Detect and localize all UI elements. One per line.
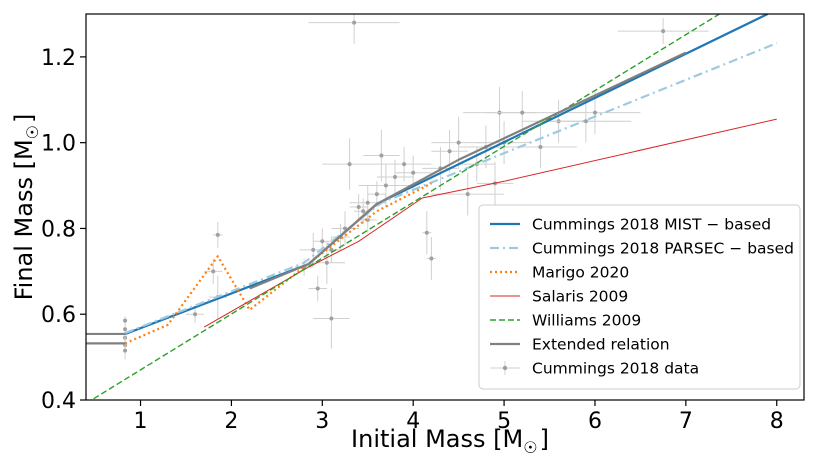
x-tick-label: 6 (588, 409, 602, 434)
data-marker (411, 170, 416, 175)
x-tick-label: 1 (134, 409, 148, 434)
legend-entry: Cummings 2018 MIST − based (490, 216, 771, 234)
data-point (540, 99, 632, 143)
data-marker (123, 348, 128, 353)
data-marker (383, 183, 388, 188)
legend-label: Williams 2009 (532, 312, 641, 330)
data-point (426, 237, 436, 280)
legend-entry: Cummings 2018 data (490, 360, 699, 378)
legend-swatch-marker (502, 365, 508, 371)
data-marker (123, 327, 128, 332)
y-axis-label: Final Mass [M☉] (10, 114, 42, 301)
x-tick-label: 7 (679, 409, 693, 434)
x-tick-label: 5 (497, 409, 511, 434)
data-marker (456, 140, 461, 145)
data-point (308, 275, 327, 302)
data-marker (329, 247, 334, 252)
x-axis-label-close: ] (540, 425, 549, 453)
data-point (322, 138, 377, 190)
data-marker (347, 162, 352, 167)
x-tick-label: 8 (770, 409, 784, 434)
x-tick-label: 4 (406, 409, 420, 434)
data-point (376, 159, 414, 195)
data-marker (424, 230, 429, 235)
data-marker (324, 260, 329, 265)
legend-label: Cummings 2018 PARSEC − based (532, 240, 794, 258)
legend-box (478, 204, 801, 390)
data-marker (361, 209, 366, 214)
legend-label: Salaris 2009 (532, 288, 628, 306)
data-marker (211, 269, 216, 274)
data-marker (661, 29, 666, 34)
data-point (204, 258, 223, 285)
y-tick-label: 1.2 (41, 46, 76, 71)
legend-entry: Extended relation (490, 336, 670, 354)
data-point (376, 146, 432, 182)
data-marker (538, 144, 543, 149)
data-marker (311, 247, 316, 252)
legend-label: Cummings 2018 MIST − based (532, 216, 771, 234)
data-marker (320, 239, 325, 244)
data-point (123, 316, 128, 325)
x-tick-label: 3 (315, 409, 329, 434)
legend-label: Extended relation (532, 336, 670, 354)
data-point (313, 288, 350, 349)
y-tick-label: 0.6 (41, 303, 76, 328)
series-layer (86, 14, 778, 400)
data-marker (343, 226, 348, 231)
data-point (308, 14, 400, 45)
series-line (203, 118, 777, 328)
y-tick-label: 0.8 (41, 217, 76, 242)
data-marker (329, 316, 334, 321)
data-marker (374, 192, 379, 197)
data-marker (352, 20, 357, 25)
data-point (422, 211, 432, 255)
data-point (617, 18, 709, 45)
data-marker (356, 205, 361, 209)
legend-label: Marigo 2020 (532, 264, 629, 282)
data-marker (393, 174, 398, 179)
data-point (213, 222, 223, 248)
data-marker (379, 153, 384, 158)
x-axis-label: Initial Mass [M☉] (351, 425, 549, 457)
y-axis-label-unit: ☉ (23, 125, 42, 139)
data-point (349, 194, 368, 220)
plot-frame (85, 13, 805, 401)
data-point (123, 342, 128, 360)
legend-entry: Marigo 2020 (490, 264, 629, 282)
data-marker (215, 232, 220, 237)
y-tick-label: 1.0 (41, 132, 76, 157)
legend-entry: Cummings 2018 PARSEC − based (490, 240, 794, 258)
data-marker (365, 200, 370, 205)
data-marker (429, 256, 434, 261)
series-line (249, 51, 687, 290)
data-marker (520, 110, 525, 115)
data-point (504, 125, 577, 169)
series-line (124, 182, 432, 345)
x-tick-label: 2 (224, 409, 238, 434)
y-axis-label-close: ] (10, 114, 38, 123)
legend-entry: Salaris 2009 (490, 288, 628, 306)
data-marker (402, 162, 407, 167)
data-marker (583, 119, 588, 124)
legend-entry: Williams 2009 (490, 312, 641, 330)
data-marker (592, 110, 597, 115)
data-marker (123, 318, 128, 323)
y-tick-label: 0.4 (41, 389, 76, 414)
data-marker (447, 149, 452, 154)
legend-label: Cummings 2018 data (532, 360, 699, 378)
series-line (90, 14, 721, 400)
data-point (363, 129, 400, 182)
data-point (185, 305, 205, 323)
data-marker (193, 312, 198, 317)
data-marker (315, 286, 320, 291)
data-point (485, 91, 559, 135)
data-marker (465, 192, 470, 197)
legend: Cummings 2018 MIST − based Cummings 2018 … (478, 204, 801, 390)
ticks-layer: 1 2 3 4 5 6 7 8 0.4 0.6 0.8 1.0 1.2 (41, 46, 784, 434)
x-axis-label-unit: ☉ (523, 438, 537, 457)
